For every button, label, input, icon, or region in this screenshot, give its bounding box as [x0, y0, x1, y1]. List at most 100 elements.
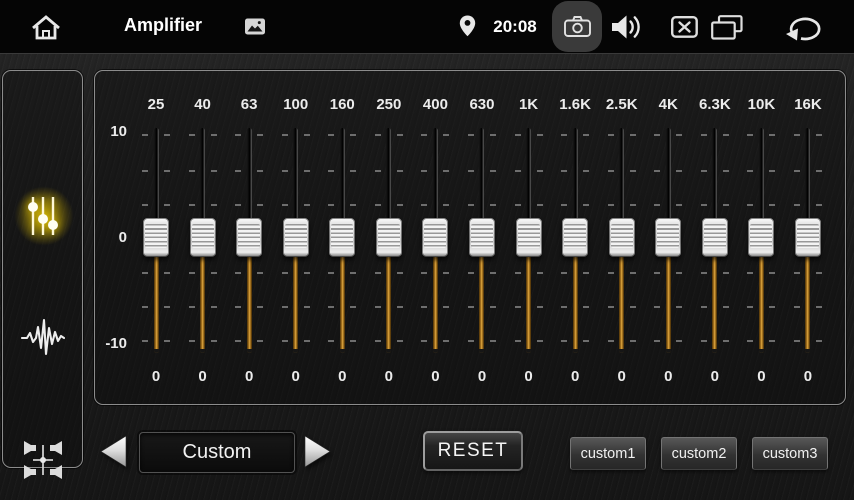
slider-track-lower[interactable] [712, 257, 718, 353]
slider-knob[interactable] [329, 218, 356, 257]
slider-knob[interactable] [143, 218, 169, 257]
slider-track-lower[interactable] [758, 257, 764, 353]
slider-track-upper[interactable] [665, 128, 671, 221]
reset-button[interactable]: RESET [423, 431, 523, 471]
scale-tick [188, 306, 195, 308]
scale-tick [561, 170, 568, 172]
preset-prev-button[interactable] [100, 435, 127, 468]
scale-tick [769, 306, 776, 308]
slider-knob[interactable] [468, 218, 495, 257]
scale-tick [583, 306, 590, 308]
scale-tick [188, 170, 195, 172]
volume-icon[interactable] [611, 13, 642, 41]
slider-track-lower[interactable] [805, 257, 811, 353]
waveform-icon [20, 317, 65, 357]
clock: 20:08 [493, 17, 537, 36]
slider-track-lower[interactable] [526, 257, 532, 353]
close-window-icon[interactable] [671, 16, 698, 38]
scale-tick [374, 170, 381, 172]
scale-tick [467, 204, 474, 206]
slider-knob[interactable] [701, 218, 728, 257]
slider-track-lower[interactable] [246, 257, 252, 353]
sidebar-item-balance[interactable] [3, 438, 82, 482]
scale-tick [561, 204, 568, 206]
scale-tick [769, 272, 776, 274]
band-freq-label: 63 [240, 96, 258, 113]
slider-track-upper[interactable] [805, 128, 811, 221]
band-value-label: 0 [477, 368, 487, 385]
slider-track-upper[interactable] [712, 128, 718, 221]
sidebar-item-sound-effect[interactable] [3, 317, 82, 357]
slider-track-upper[interactable] [432, 128, 438, 221]
scale-tick [654, 340, 661, 342]
scale-tick [629, 340, 636, 342]
scale-tick [421, 134, 428, 136]
scale-tick [536, 272, 543, 274]
scale-tick [793, 306, 800, 308]
scale-tick [374, 204, 381, 206]
custom2-button[interactable]: custom2 [661, 437, 737, 470]
slider-track-lower[interactable] [386, 257, 392, 353]
band-freq-label: 100 [283, 96, 309, 113]
band-value-label: 0 [710, 368, 719, 385]
speaker-balance-icon [21, 438, 65, 482]
scale-tick [164, 134, 170, 136]
camera-pill-highlight[interactable] [552, 1, 602, 52]
slider-track-upper[interactable] [526, 128, 532, 221]
axis-label-min: -10 [105, 335, 127, 352]
preset-next-button[interactable] [304, 435, 331, 468]
scale-tick [607, 134, 614, 136]
home-icon[interactable] [29, 12, 63, 42]
preset-selector[interactable]: Custom [139, 432, 295, 473]
scale-tick [374, 134, 381, 136]
slider-knob[interactable] [282, 218, 309, 257]
custom1-button[interactable]: custom1 [570, 437, 646, 470]
scale-tick [607, 272, 614, 274]
scale-tick [443, 306, 450, 308]
slider-track-lower[interactable] [153, 257, 159, 353]
slider-knob[interactable] [562, 218, 589, 257]
slider-knob[interactable] [794, 218, 821, 257]
slider-track-lower[interactable] [572, 257, 578, 353]
scale-tick [722, 272, 729, 274]
slider-track-lower[interactable] [432, 257, 438, 353]
back-arrow-icon[interactable] [785, 14, 825, 41]
slider-knob[interactable] [608, 218, 635, 257]
recent-apps-icon[interactable] [711, 15, 743, 40]
scale-tick [514, 170, 521, 172]
custom3-button[interactable]: custom3 [752, 437, 828, 470]
slider-track-upper[interactable] [153, 128, 159, 221]
slider-knob[interactable] [236, 218, 263, 257]
slider-track-upper[interactable] [293, 128, 299, 221]
slider-knob[interactable] [748, 218, 775, 257]
scale-tick [350, 134, 357, 136]
slider-track-upper[interactable] [619, 128, 625, 221]
slider-track-upper[interactable] [386, 128, 392, 221]
scale-tick [722, 306, 729, 308]
scale-tick [629, 272, 636, 274]
slider-track-lower[interactable] [293, 257, 299, 353]
slider-track-upper[interactable] [200, 128, 206, 221]
slider-track-upper[interactable] [479, 128, 485, 221]
preset-label: Custom [182, 441, 252, 463]
location-pin-icon[interactable] [459, 15, 476, 37]
slider-track-lower[interactable] [339, 257, 345, 353]
slider-track-lower[interactable] [665, 257, 671, 353]
slider-knob[interactable] [189, 218, 216, 257]
gallery-icon[interactable] [245, 18, 265, 35]
slider-knob[interactable] [422, 218, 449, 257]
slider-track-upper[interactable] [572, 128, 578, 221]
slider-track-upper[interactable] [246, 128, 252, 221]
slider-knob[interactable] [655, 218, 682, 257]
slider-knob[interactable] [515, 218, 542, 257]
scale-tick [489, 340, 496, 342]
slider-track-upper[interactable] [339, 128, 345, 221]
slider-track-upper[interactable] [758, 128, 764, 221]
camera-icon [563, 16, 591, 37]
sidebar-item-equalizer[interactable] [3, 194, 82, 238]
slider-track-lower[interactable] [479, 257, 485, 353]
slider-track-lower[interactable] [200, 257, 206, 353]
slider-knob[interactable] [375, 218, 402, 257]
slider-track-lower[interactable] [619, 257, 625, 353]
scale-tick [676, 170, 683, 172]
